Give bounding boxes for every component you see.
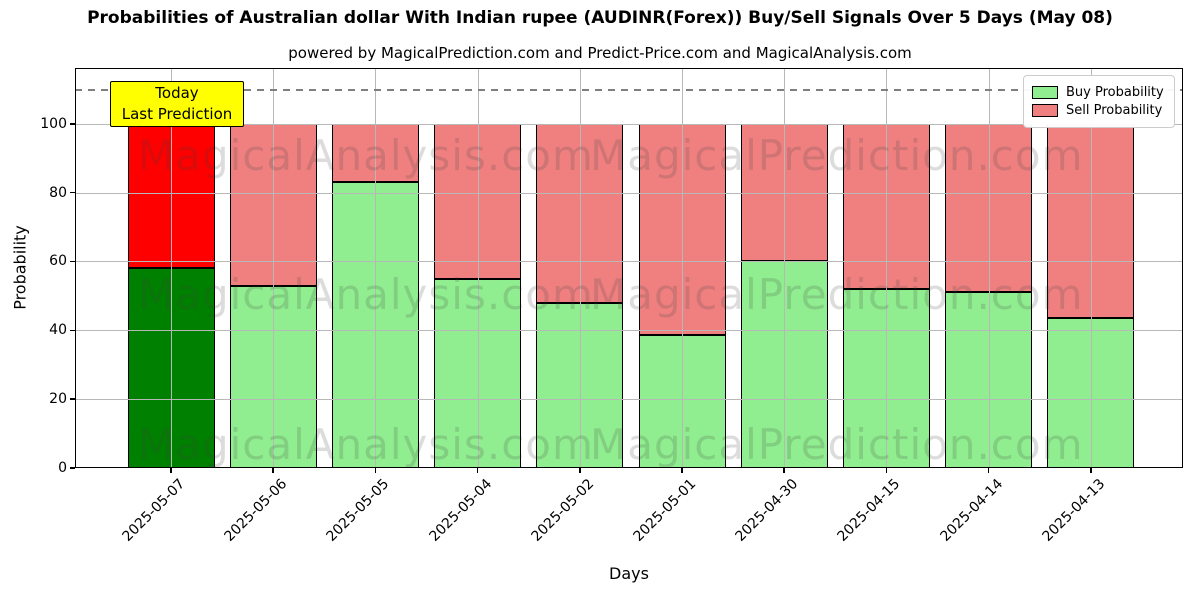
- y-tick-mark-100: [70, 123, 75, 125]
- x-tick-mark-4: [579, 468, 581, 473]
- plot-area: MagicalAnalysis.com MagicalPrediction.com…: [75, 68, 1183, 469]
- y-tick-label-60: 60: [49, 253, 67, 270]
- legend-label-buy: Buy Probability: [1066, 85, 1164, 100]
- x-tick-mark-0: [170, 468, 172, 473]
- watermark-text: MagicalPrediction.com: [590, 420, 1084, 469]
- watermark-text: MagicalAnalysis.com: [138, 131, 594, 180]
- x-tick-mark-1: [272, 468, 274, 473]
- gridline-y-40: [75, 330, 1183, 332]
- buy-swatch-icon: [1032, 86, 1058, 99]
- x-tick-label-5: 2025-05-01: [630, 476, 700, 545]
- x-tick-mark-7: [885, 468, 888, 473]
- gridline-x-7: [886, 68, 887, 468]
- bar-2025-05-02-sell-segment: [536, 123, 623, 303]
- chart-subtitle: powered by MagicalPrediction.com and Pre…: [288, 44, 912, 62]
- gridline-y-60: [75, 261, 1183, 263]
- x-tick-mark-5: [681, 468, 683, 473]
- y-tick-mark-60: [70, 260, 75, 263]
- x-tick-label-1: 2025-05-06: [221, 476, 291, 545]
- y-tick-label-40: 40: [49, 322, 67, 339]
- x-tick-label-3: 2025-05-04: [426, 476, 495, 545]
- bar-2025-04-13-buy-segment: [1047, 318, 1134, 468]
- y-tick-mark-40: [70, 329, 75, 332]
- legend-row-sell: Sell Probability: [1032, 103, 1164, 118]
- gridline-y-100: [75, 123, 1183, 125]
- gridline-x-5: [682, 68, 683, 468]
- watermark-text: MagicalAnalysis.com: [138, 420, 594, 469]
- annotation-line-1: Today: [155, 84, 199, 102]
- chart-title: Probabilities of Australian dollar With …: [87, 8, 1113, 28]
- legend: Buy Probability Sell Probability: [1023, 75, 1175, 128]
- gridline-x-4: [580, 68, 581, 468]
- y-tick-label-80: 80: [49, 184, 67, 201]
- gridline-x-2: [375, 68, 376, 468]
- x-tick-label-6: 2025-04-30: [732, 476, 802, 545]
- y-tick-label-100: 100: [40, 115, 67, 132]
- sell-swatch-icon: [1032, 104, 1058, 117]
- bar-2025-04-14-buy-segment: [945, 292, 1032, 468]
- legend-row-buy: Buy Probability: [1032, 85, 1164, 100]
- reference-dashed-line: [75, 89, 1183, 91]
- today-annotation: Today Last Prediction: [110, 81, 244, 127]
- bar-2025-05-04-buy-segment: [434, 278, 521, 468]
- watermark-text: MagicalPrediction.com: [590, 270, 1084, 319]
- x-tick-mark-2: [374, 468, 377, 473]
- x-tick-label-0: 2025-05-07: [119, 476, 189, 545]
- gridline-x-3: [478, 68, 479, 468]
- legend-label-sell: Sell Probability: [1066, 103, 1163, 118]
- x-axis-label: Days: [609, 564, 649, 583]
- gridline-y-80: [75, 192, 1183, 194]
- watermark-text: MagicalPrediction.com: [590, 131, 1084, 180]
- gridline-x-6: [784, 68, 785, 468]
- gridline-x-8: [989, 68, 990, 468]
- gridline-x-1: [273, 68, 274, 468]
- bar-2025-04-14-sell-segment: [945, 123, 1032, 293]
- y-tick-label-0: 0: [58, 460, 67, 476]
- y-tick-label-20: 20: [49, 391, 67, 408]
- gridline-x-9: [1091, 68, 1092, 468]
- gridline-x-0: [171, 68, 172, 468]
- x-tick-label-4: 2025-05-02: [528, 476, 598, 545]
- x-tick-label-9: 2025-04-13: [1039, 476, 1109, 545]
- y-tick-mark-0: [70, 467, 75, 469]
- x-tick-label-2: 2025-05-05: [323, 476, 393, 545]
- x-tick-mark-3: [476, 468, 479, 473]
- bar-2025-04-13-sell-segment: [1047, 123, 1134, 319]
- x-tick-mark-8: [987, 468, 990, 473]
- y-tick-mark-20: [70, 398, 75, 400]
- y-axis-label: Probability: [10, 225, 30, 310]
- x-tick-mark-6: [783, 468, 785, 473]
- x-tick-label-7: 2025-04-15: [834, 476, 904, 545]
- x-tick-label-8: 2025-04-14: [937, 476, 1006, 545]
- annotation-line-2: Last Prediction: [121, 105, 233, 123]
- y-tick-mark-80: [70, 191, 75, 194]
- gridline-y-20: [75, 399, 1183, 401]
- x-tick-mark-9: [1090, 468, 1092, 473]
- watermark-text: MagicalAnalysis.com: [138, 270, 594, 319]
